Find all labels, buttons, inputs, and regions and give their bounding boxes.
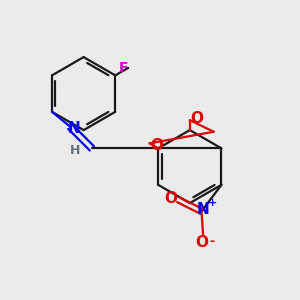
Text: N: N (197, 202, 209, 217)
Text: H: H (70, 143, 80, 157)
Text: O: O (164, 190, 178, 206)
Text: N: N (67, 121, 80, 136)
Text: F: F (118, 61, 128, 75)
Text: O: O (190, 111, 204, 126)
Text: O: O (150, 137, 164, 152)
Text: -: - (209, 235, 214, 248)
Text: O: O (195, 236, 208, 250)
Text: +: + (208, 198, 217, 208)
